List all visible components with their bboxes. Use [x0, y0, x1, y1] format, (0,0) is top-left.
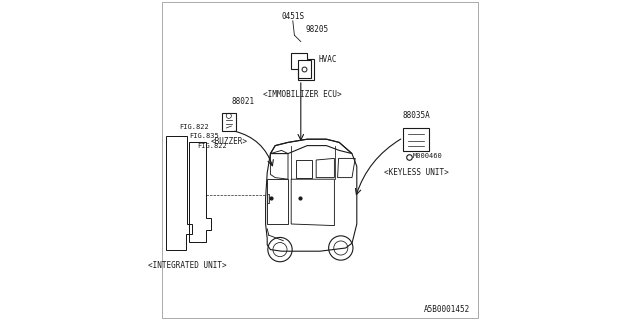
Text: 0451S: 0451S — [281, 12, 305, 21]
Text: 88035A: 88035A — [402, 111, 430, 120]
Text: 98205: 98205 — [306, 25, 329, 34]
Text: <INTEGRATED UNIT>: <INTEGRATED UNIT> — [148, 261, 227, 270]
Text: <IMMOBILIZER ECU>: <IMMOBILIZER ECU> — [263, 90, 342, 99]
Text: FIG.835: FIG.835 — [189, 133, 218, 139]
Text: FIG.822: FIG.822 — [179, 124, 209, 130]
Text: HVAC: HVAC — [319, 55, 337, 64]
Text: <KEYLESS UNIT>: <KEYLESS UNIT> — [383, 168, 449, 177]
Text: M000460: M000460 — [413, 153, 442, 159]
Text: FIG.822: FIG.822 — [197, 143, 227, 149]
Text: A5B0001452: A5B0001452 — [424, 305, 470, 314]
Polygon shape — [268, 194, 269, 203]
Text: 88021: 88021 — [232, 97, 255, 106]
Text: <BUZZER>: <BUZZER> — [211, 137, 247, 146]
